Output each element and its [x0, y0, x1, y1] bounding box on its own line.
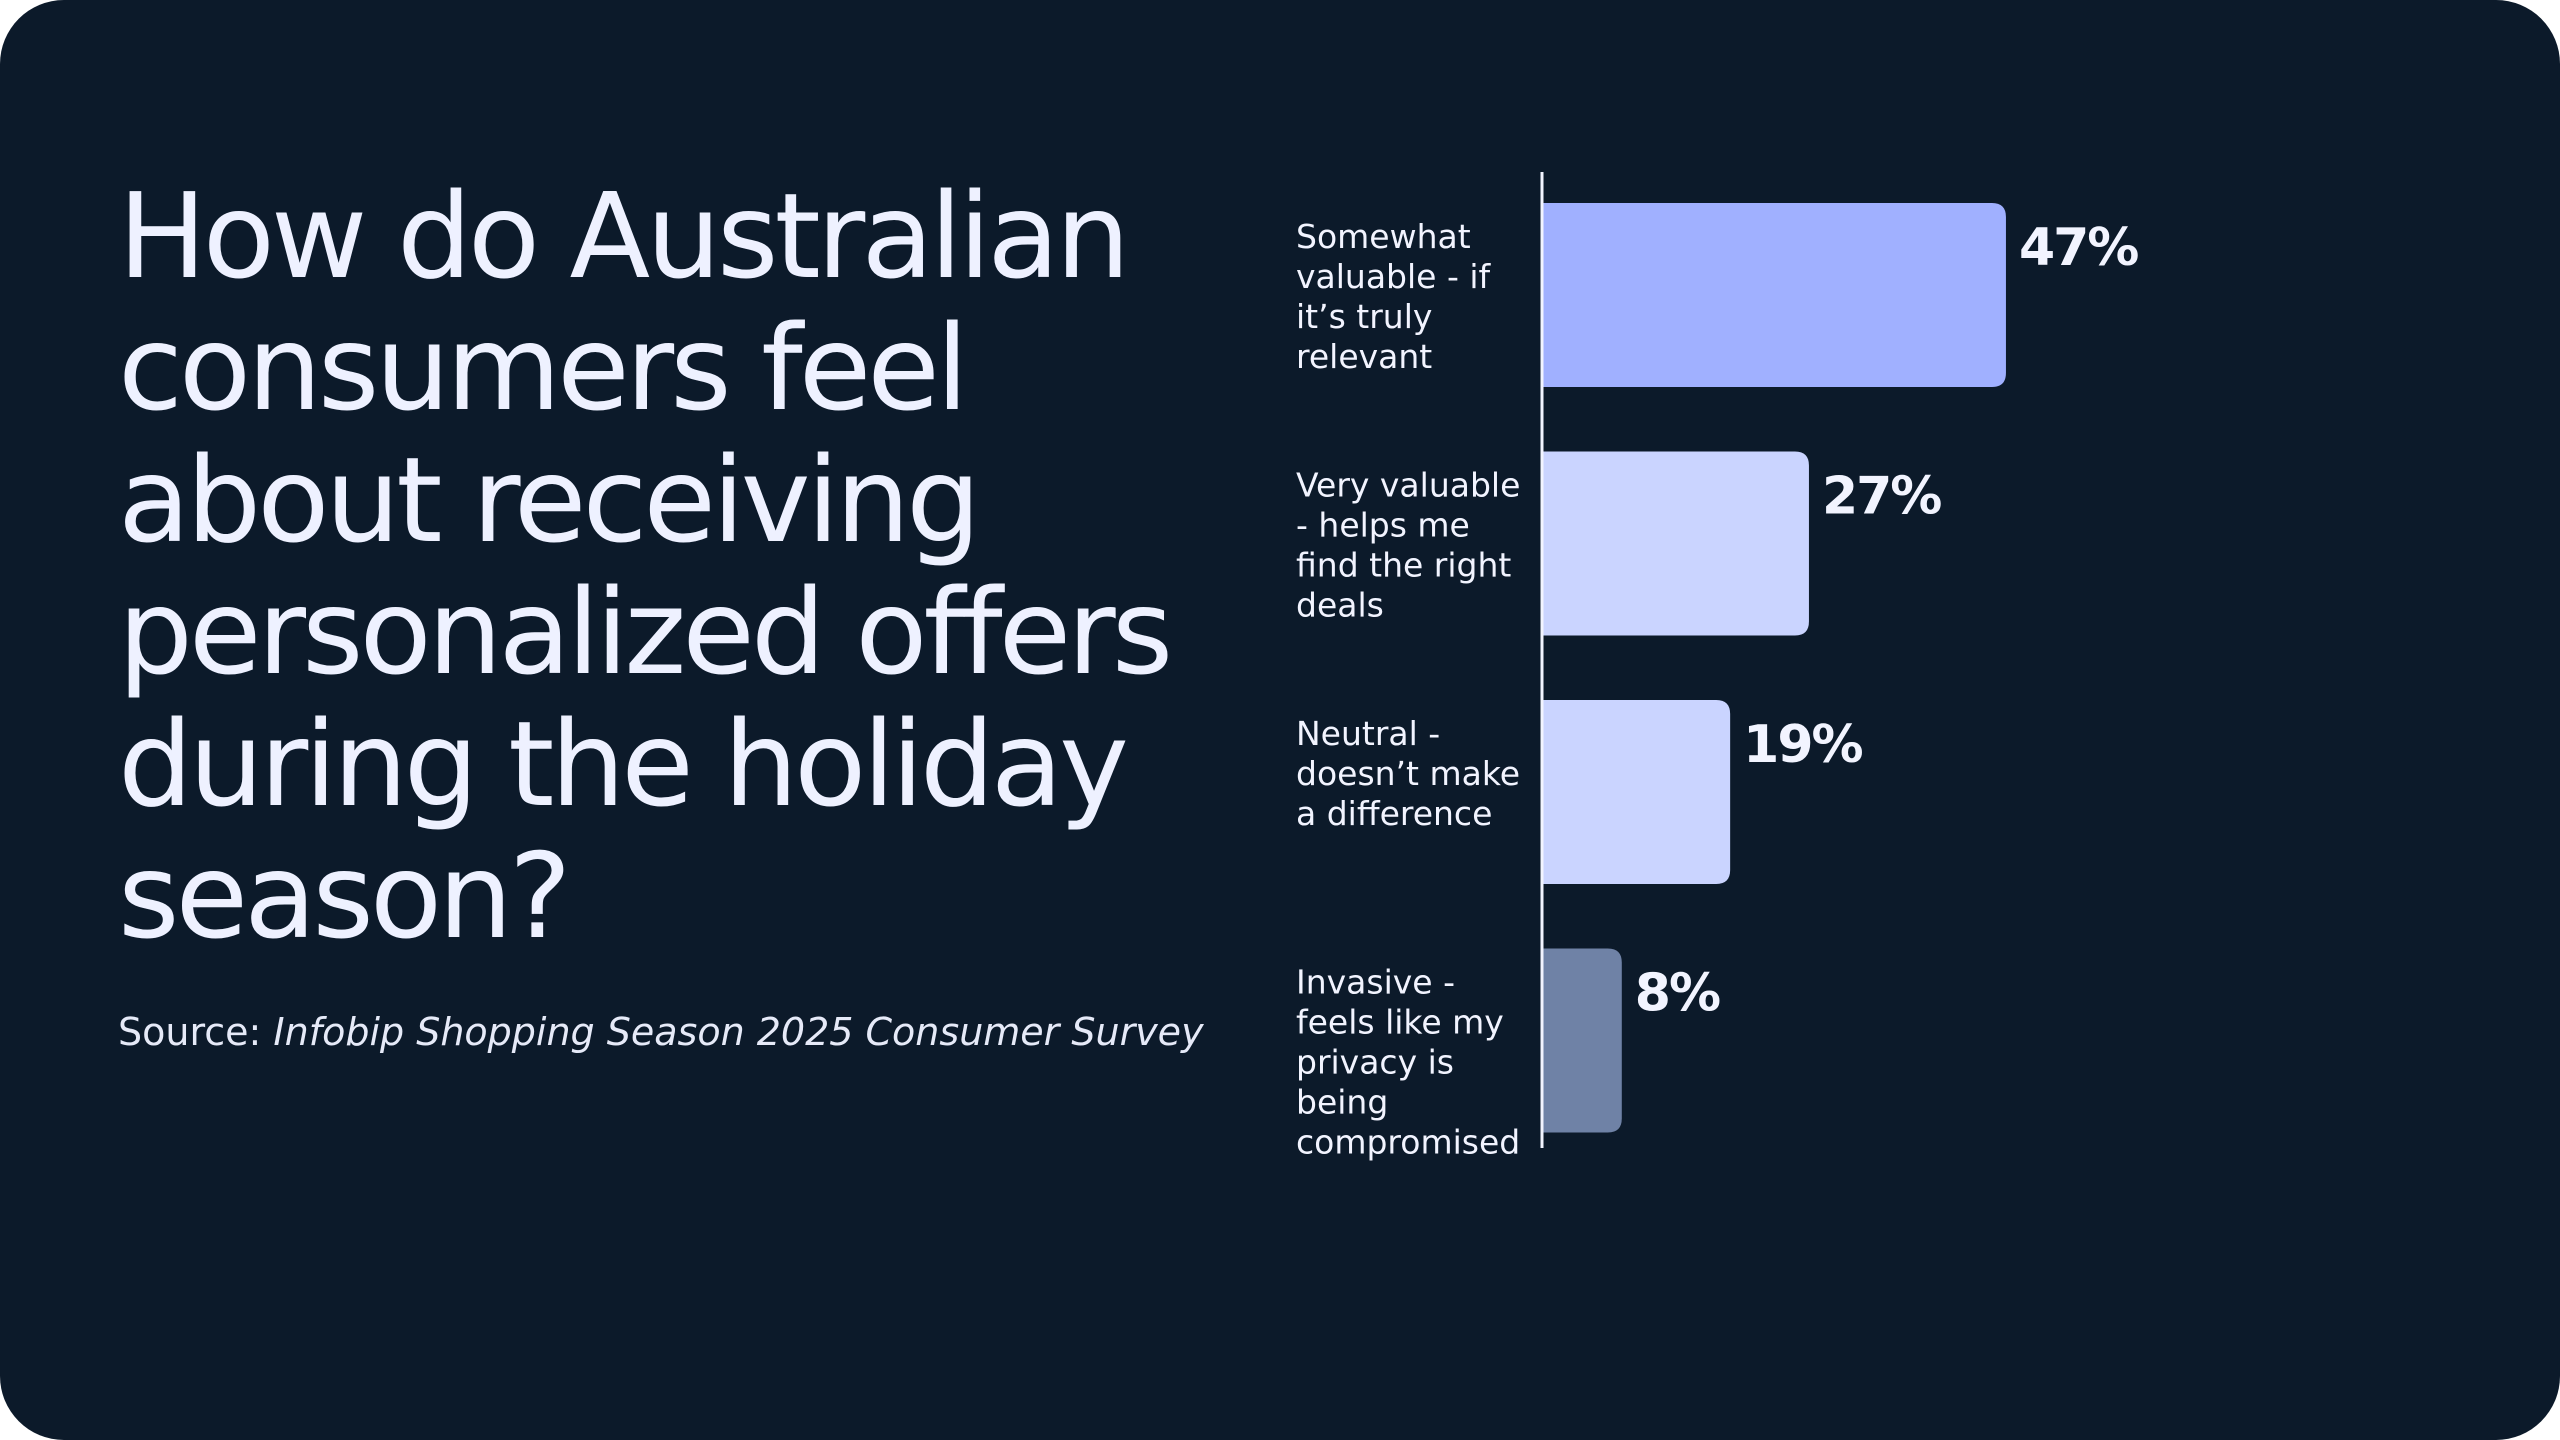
bar-2	[1543, 451, 1809, 636]
value-label-4: 8%	[1635, 964, 1720, 1024]
category-label-4: Invasive -feels like my privacy is being co…	[1296, 963, 1520, 1162]
value-label-2: 27%	[1822, 467, 1941, 527]
source-prefix: Source:	[118, 1010, 274, 1054]
bar-3	[1543, 700, 1731, 884]
category-label-3: Neutral -doesn’t make a difference	[1296, 714, 1520, 833]
chart-title: How do Australian consumers feel about r…	[118, 167, 1173, 965]
value-label-3: 19%	[1743, 715, 1862, 775]
category-label-2: Very valuable - helps me find the right dea…	[1296, 466, 1520, 625]
category-label-1: Somewhat valuable - if it’s truly relevant	[1296, 217, 1492, 376]
bar-4	[1543, 948, 1622, 1133]
value-label-1: 47%	[2019, 218, 2138, 278]
bar-1	[1543, 203, 2006, 387]
source-name: Infobip Shopping Season 2025 Consumer Su…	[273, 1010, 1204, 1054]
source-note: Source: Infobip Shopping Season 2025 Con…	[118, 1004, 1204, 1060]
